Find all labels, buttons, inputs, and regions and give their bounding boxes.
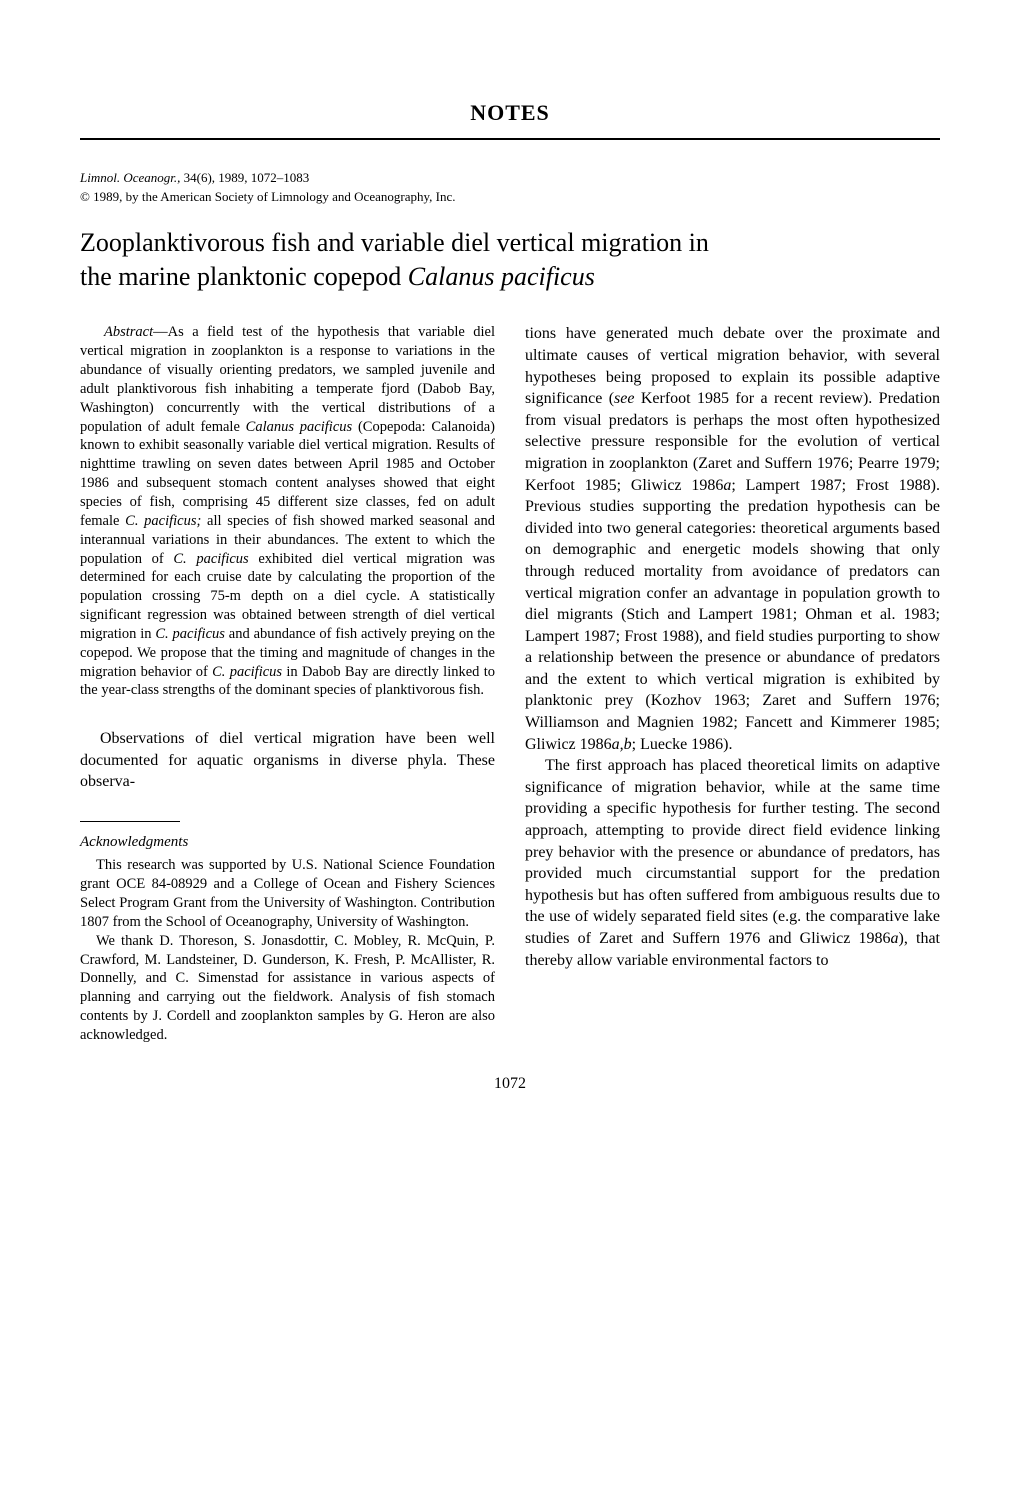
abstract-dash: — — [153, 324, 168, 340]
section-header-notes: NOTES — [80, 100, 940, 126]
p2-see: see — [614, 390, 634, 407]
title-species: Calanus pacificus — [408, 262, 595, 291]
title-line1: Zooplanktivorous fish and variable diel … — [80, 228, 709, 257]
journal-vol: 34(6), 1989, 1072–1083 — [180, 170, 309, 185]
p2-ab: a,b — [612, 736, 632, 753]
p3-a: a — [891, 930, 899, 947]
acknowledgments-block: Acknowledgments This research was suppor… — [80, 821, 495, 1045]
two-column-body: Abstract—As a field test of the hypothes… — [80, 323, 940, 1044]
abstract-label: Abstract — [80, 324, 153, 340]
body-para-1: Observations of diel vertical migration … — [80, 728, 495, 793]
horizontal-rule — [80, 138, 940, 140]
title-line2-pre: the marine planktonic copepod — [80, 262, 408, 291]
body-para-3: The first approach has placed theoretica… — [525, 755, 940, 971]
ack-para-1: This research was supported by U.S. Nati… — [80, 856, 495, 931]
abstract-sp2: C. pacificus; — [125, 513, 201, 529]
journal-name: Limnol. Oceanogr., — [80, 170, 180, 185]
abstract-sp5: C. pacificus — [212, 664, 282, 680]
copyright-line: © 1989, by the American Society of Limno… — [80, 189, 940, 206]
p2-t4: ; Luecke 1986). — [632, 736, 733, 753]
page-number: 1072 — [80, 1075, 940, 1093]
ack-para-2: We thank D. Thoreson, S. Jonasdottir, C.… — [80, 932, 495, 1045]
footnote-rule — [80, 821, 180, 822]
abstract-sp4: C. pacificus — [155, 626, 225, 642]
ack-heading: Acknowledgments — [80, 832, 495, 852]
p2-t3: ; Lampert 1987; Frost 1988). Previous st… — [525, 477, 940, 753]
abstract-sp1: Calanus pacificus — [246, 419, 352, 435]
abstract-block: Abstract—As a field test of the hypothes… — [80, 323, 495, 700]
p3-t1: The first approach has placed theoretica… — [525, 757, 940, 947]
body-para-2: tions have generated much debate over th… — [525, 323, 940, 755]
journal-citation: Limnol. Oceanogr., 34(6), 1989, 1072–108… — [80, 170, 940, 187]
abstract-sp3: C. pacificus — [173, 551, 248, 567]
article-title: Zooplanktivorous fish and variable diel … — [80, 226, 940, 294]
